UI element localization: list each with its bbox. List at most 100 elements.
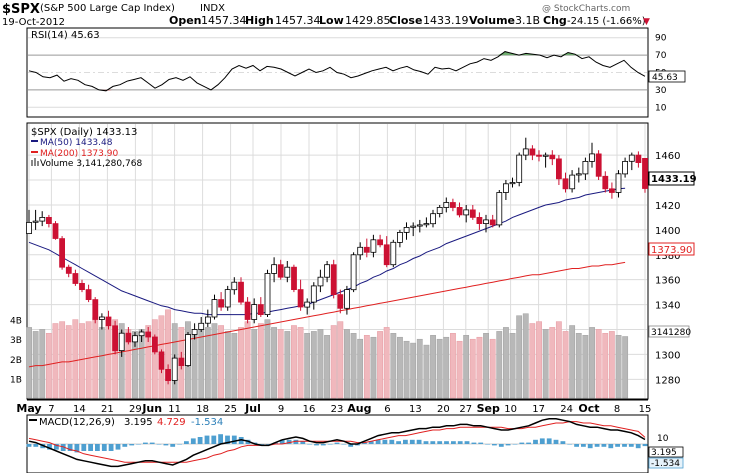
candle [529,145,536,161]
price-tick-label: 1380 [655,251,680,262]
candle-body [615,173,622,193]
x-tick-label: 23 [331,404,344,415]
candle [562,172,569,193]
x-tick-label: 6 [384,404,390,415]
ma200-line [28,261,626,368]
candle [158,349,165,374]
candle [509,177,516,188]
low-label: Low [319,14,344,27]
volume-bar [363,335,370,399]
candle-body [410,225,417,228]
candle-body [304,301,311,308]
candle-body [642,157,648,189]
volume-bar [132,331,138,399]
macd-hist-bar [615,444,620,447]
volume-bar [496,331,503,399]
ma50-legend-swatch [31,140,38,142]
x-tick-label: Aug [347,402,371,415]
candle-body [357,246,364,256]
candle [536,150,542,162]
candle-body [231,281,238,291]
macd-hist-bar [451,441,456,444]
candle [542,152,549,168]
rsi-tick-label: 30 [655,86,667,96]
macd-hist-bar [437,441,443,444]
macd-hist-bar [464,441,470,444]
volume-bar [416,338,423,399]
volume-bar [430,335,436,399]
ma200-legend-swatch [31,151,38,153]
macd-hist-bar [279,439,285,444]
candle-body [224,289,231,308]
macd-hist-bar [197,437,203,444]
macd-hist-bar [341,444,347,445]
volume-tick-label: 2B [10,356,22,366]
macd-legend-label: MACD(12,26,9) [39,417,115,428]
candle-body [330,264,337,296]
x-tick-label: 11 [168,404,181,415]
x-tick-label: 16 [303,404,316,415]
volume-bar [52,323,59,399]
volume-bar [450,333,456,399]
price-panel: 1280130013201340136013801400142014401460… [10,122,697,400]
macd-hist-tag: -1.534 [648,457,684,469]
rsi-tick-label: 70 [655,51,667,61]
candle-body [549,154,556,160]
candle-body [105,316,112,327]
volume-bar [297,327,304,399]
candle-body [542,154,549,157]
candle [516,152,523,187]
high-value: 1457.34 [275,14,321,27]
candle [324,261,331,283]
macd-hist-bar [444,441,449,444]
macd-hist-bar [423,441,429,444]
macd-hist-bar [608,444,614,449]
candle-body [165,368,172,381]
candle-body [496,192,503,226]
volume-tag-value: 3141280 [651,328,691,338]
candle-body [32,220,39,223]
candle [171,354,178,385]
candle-body [284,266,291,278]
macd-hist-bar [327,444,333,445]
rsi-line [28,51,646,92]
volume-bar [310,331,317,399]
candle-body [145,331,152,338]
x-axis: May 7 14 21 29 Jun 11 18 25 Jul 9 16 23 Aug 6 13 20 27 Sep… [16,399,651,415]
macd-hist-bar [26,444,32,447]
volume-bar [330,325,337,399]
x-tick-label: 24 [560,404,573,415]
macd-hist-bar [389,439,395,444]
macd-hist-bar [122,444,128,447]
price-legend: $SPX (Daily) 1433.13 MA(50) 1433.48 MA(2… [31,127,142,169]
candle-body [443,202,450,208]
candle-body [251,304,258,320]
macd-hist-bar [635,444,641,449]
volume-bar [45,333,52,399]
macd-hist-bar [478,442,484,444]
candle [522,137,529,161]
candle-body [26,221,32,234]
volume-bar [39,329,46,399]
candle-body [59,238,65,268]
macd-hist-bar [587,444,593,449]
macd-hist-bar [320,444,326,446]
candle-body [118,332,125,352]
volume-tick-label: 4B [10,317,22,327]
candle [297,279,304,311]
change-label: Chg [543,14,567,27]
candle [99,313,105,330]
macd-hist-bar [512,444,518,445]
candle-body [628,154,635,162]
macd-hist-bar [81,444,87,451]
candle-body [310,285,317,303]
volume-bar [32,331,39,399]
candle-body [556,158,562,180]
candle [151,334,158,355]
volume-bar [231,333,238,399]
candle [410,222,417,237]
volume-bar [105,325,112,399]
volume-bar [72,319,79,399]
macd-hist-bar [430,441,436,444]
